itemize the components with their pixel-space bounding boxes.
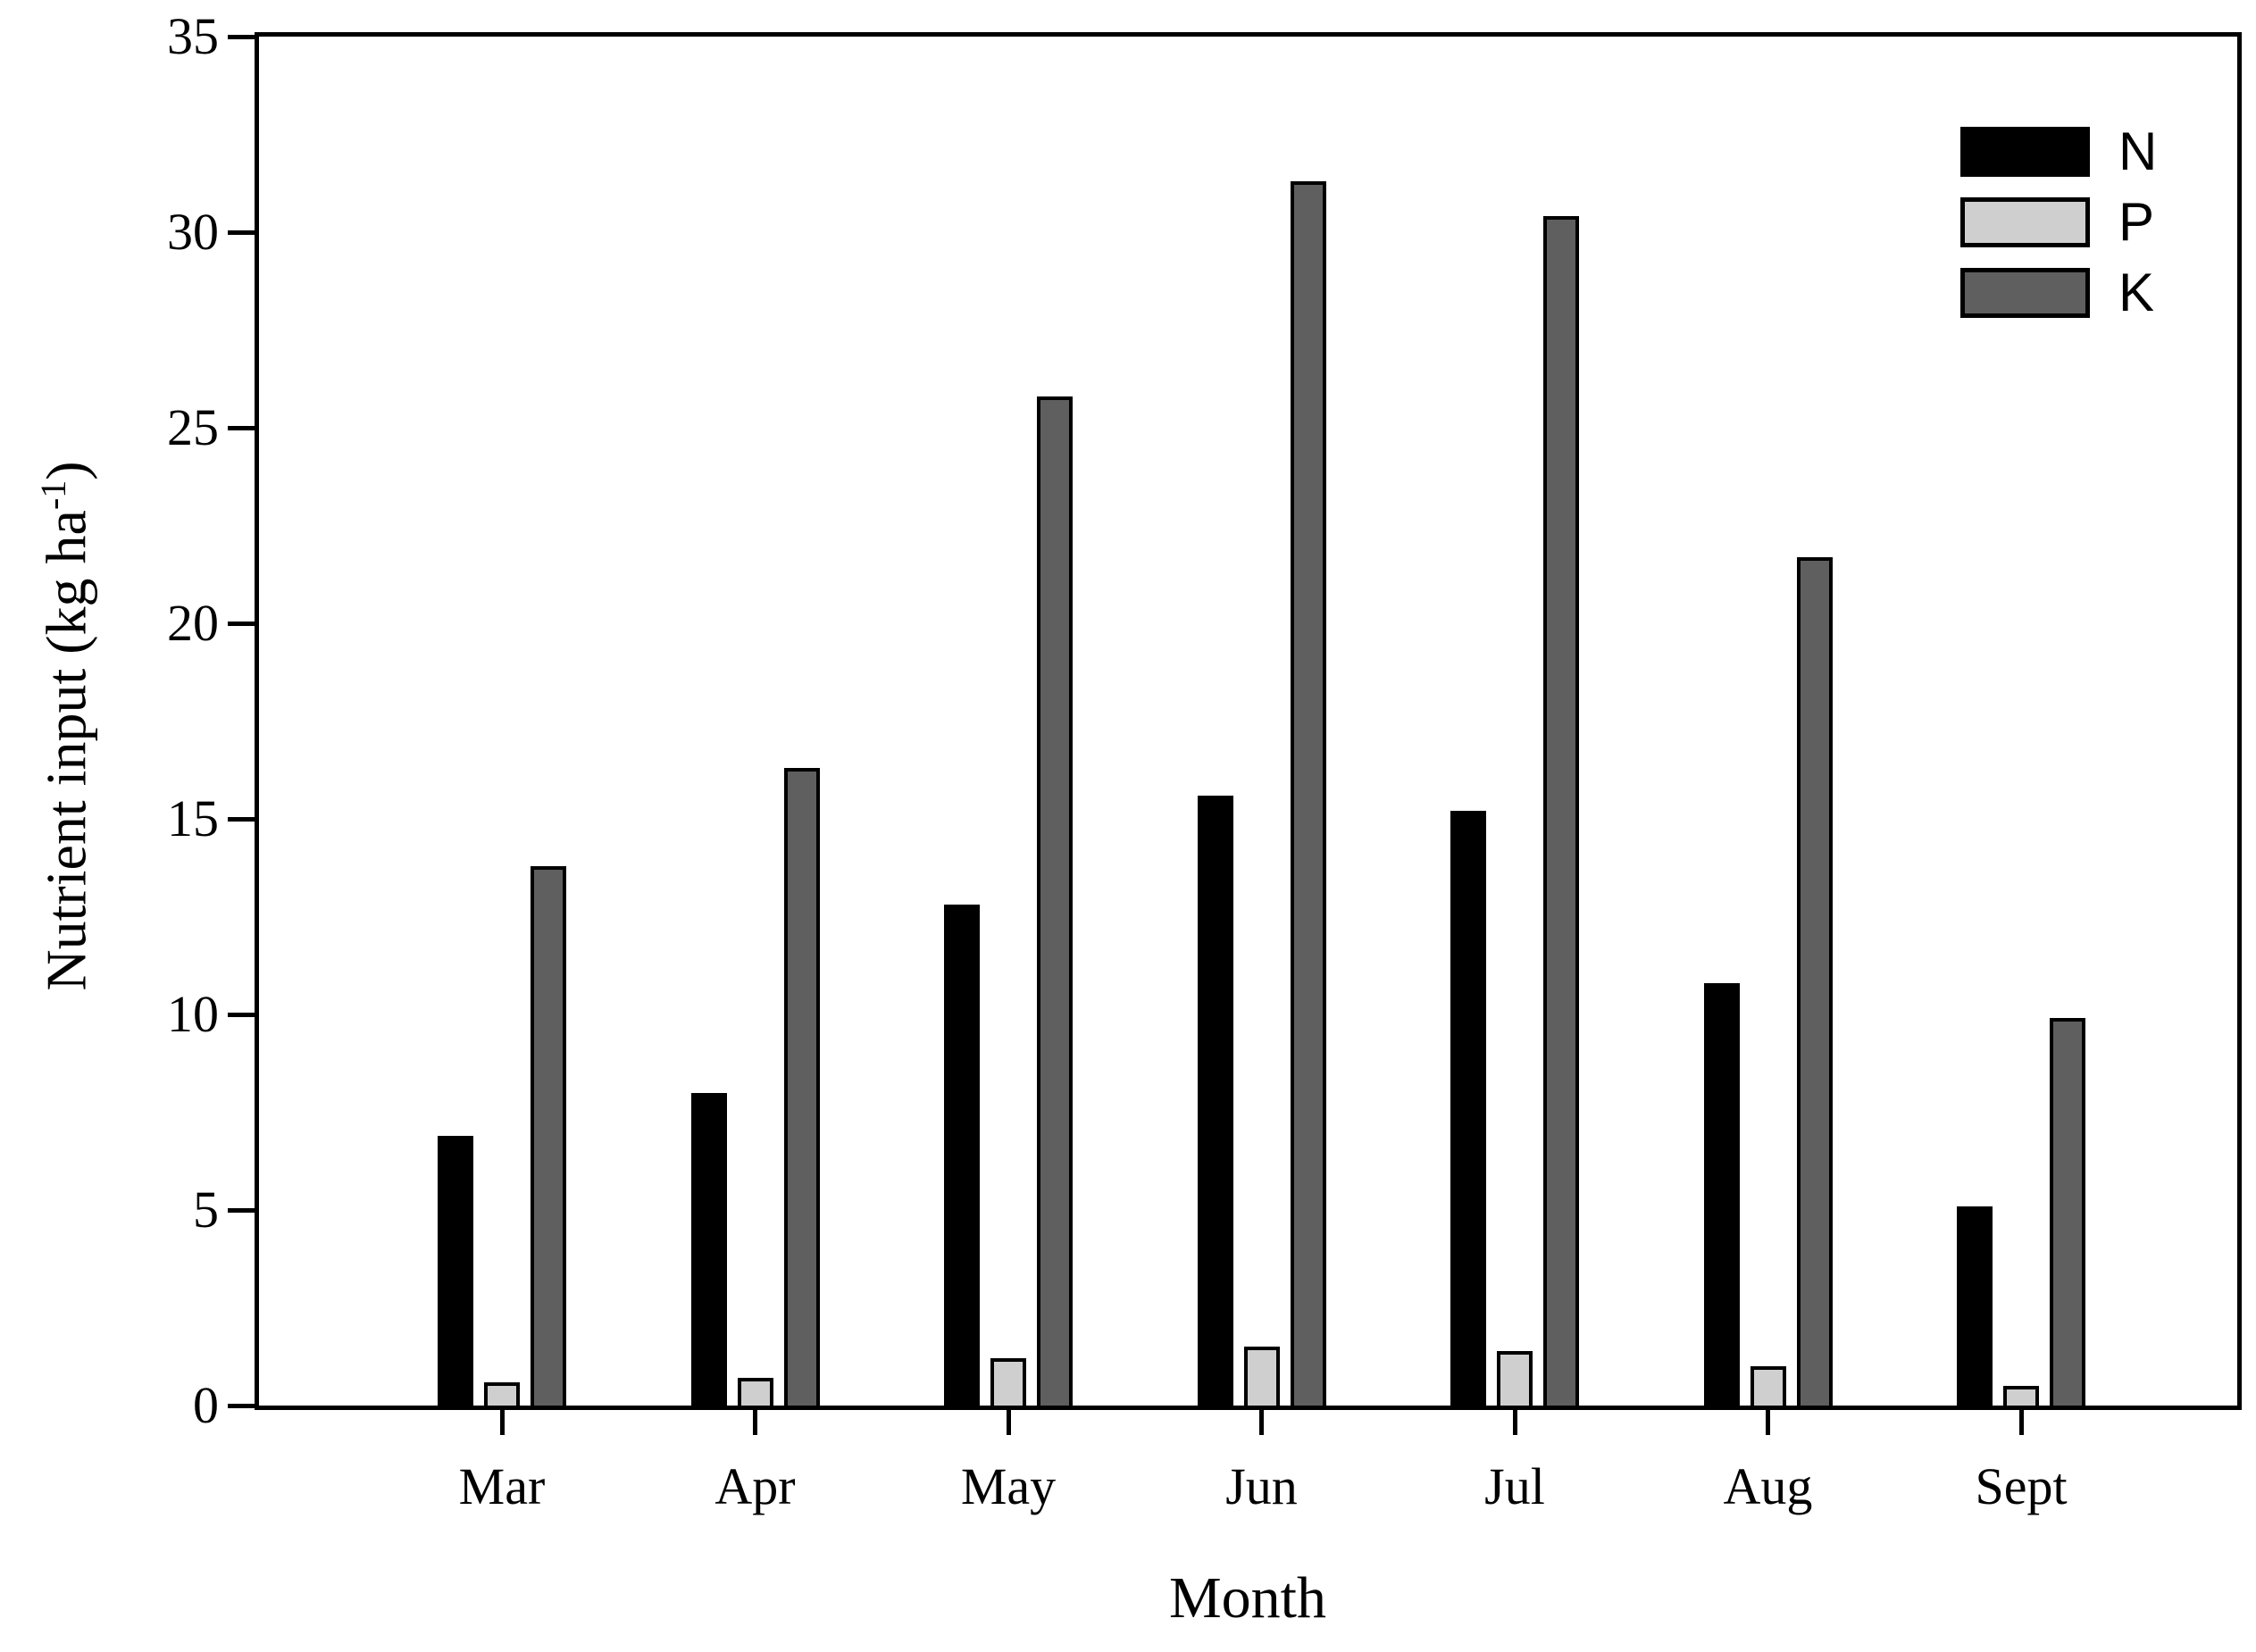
bar-N-Mar (438, 1136, 473, 1406)
bar-N-Sept (1957, 1206, 1993, 1406)
legend-label-N: N (2118, 121, 2158, 181)
legend-label-K: K (2118, 263, 2155, 322)
y-tick-label-5: 5 (193, 1181, 219, 1239)
bar-P-Jul (1497, 1351, 1533, 1406)
x-tick-label-Jul: Jul (1484, 1457, 1545, 1515)
legend-swatch-N (1960, 127, 2090, 177)
legend-row-P: P (1960, 196, 2157, 249)
bar-N-Apr (690, 1093, 727, 1406)
x-tick-mark-Jun (1259, 1410, 1264, 1435)
x-tick-label-Sept: Sept (1975, 1457, 2068, 1515)
y-tick-mark-0 (228, 1403, 255, 1408)
y-axis-title-suffix: ) (34, 461, 98, 480)
y-tick-mark-30 (228, 229, 255, 235)
legend-label-P: P (2118, 192, 2155, 252)
y-tick-label-30: 30 (167, 203, 219, 261)
y-tick-label-20: 20 (167, 594, 219, 652)
y-tick-mark-5 (228, 1207, 255, 1213)
y-axis-title-text: Nutrient input (kg ha (34, 510, 98, 991)
x-tick-mark-Apr (753, 1410, 757, 1435)
bar-N-May (944, 905, 980, 1406)
legend-row-N: N (1960, 125, 2157, 179)
bar-K-Aug (1796, 557, 1833, 1406)
bar-P-Jun (1243, 1347, 1280, 1406)
x-tick-label-Mar: Mar (458, 1457, 546, 1515)
bar-K-Mar (531, 866, 566, 1406)
bar-K-Apr (783, 768, 820, 1406)
y-tick-label-10: 10 (167, 985, 219, 1043)
y-tick-mark-20 (228, 621, 255, 626)
y-tick-mark-35 (228, 34, 255, 39)
x-tick-label-Jun: Jun (1225, 1457, 1298, 1515)
x-axis-title: Month (1168, 1565, 1327, 1631)
y-axis-title-superscript: -1 (33, 480, 73, 511)
bar-P-Sept (2003, 1386, 2039, 1406)
x-tick-label-May: May (960, 1457, 1057, 1515)
plot-area (228, 32, 2242, 1410)
bar-P-Aug (1750, 1366, 1786, 1406)
bar-K-Jun (1290, 181, 1326, 1406)
legend-swatch-K (1960, 268, 2090, 318)
y-tick-label-15: 15 (167, 789, 219, 847)
y-tick-mark-10 (228, 1012, 255, 1017)
legend-swatch-P (1960, 197, 2090, 247)
bar-P-Apr (737, 1378, 773, 1406)
bar-N-Jul (1450, 811, 1486, 1406)
bar-P-May (990, 1358, 1026, 1406)
legend-row-K: K (1960, 266, 2157, 320)
bar-K-May (1037, 396, 1073, 1406)
x-tick-mark-Mar (499, 1410, 505, 1435)
x-tick-label-Apr: Apr (714, 1457, 796, 1515)
bar-P-Mar (484, 1382, 520, 1406)
bar-K-Sept (2050, 1018, 2085, 1406)
y-tick-mark-15 (228, 816, 255, 822)
x-tick-mark-Aug (1766, 1410, 1770, 1435)
bar-N-Aug (1703, 983, 1740, 1406)
bar-N-Jun (1197, 796, 1233, 1406)
x-tick-mark-May (1006, 1410, 1011, 1435)
bar-K-Jul (1543, 216, 1579, 1406)
y-axis-title: Nutrient input (kg ha-1) (17, 378, 97, 1074)
y-tick-label-0: 0 (193, 1376, 219, 1434)
y-tick-label-35: 35 (167, 7, 219, 65)
x-tick-mark-Jul (1512, 1410, 1517, 1435)
y-tick-label-25: 25 (167, 398, 219, 456)
y-tick-mark-25 (228, 425, 255, 430)
x-tick-mark-Sept (2018, 1410, 2024, 1435)
x-tick-label-Aug: Aug (1723, 1457, 1813, 1515)
